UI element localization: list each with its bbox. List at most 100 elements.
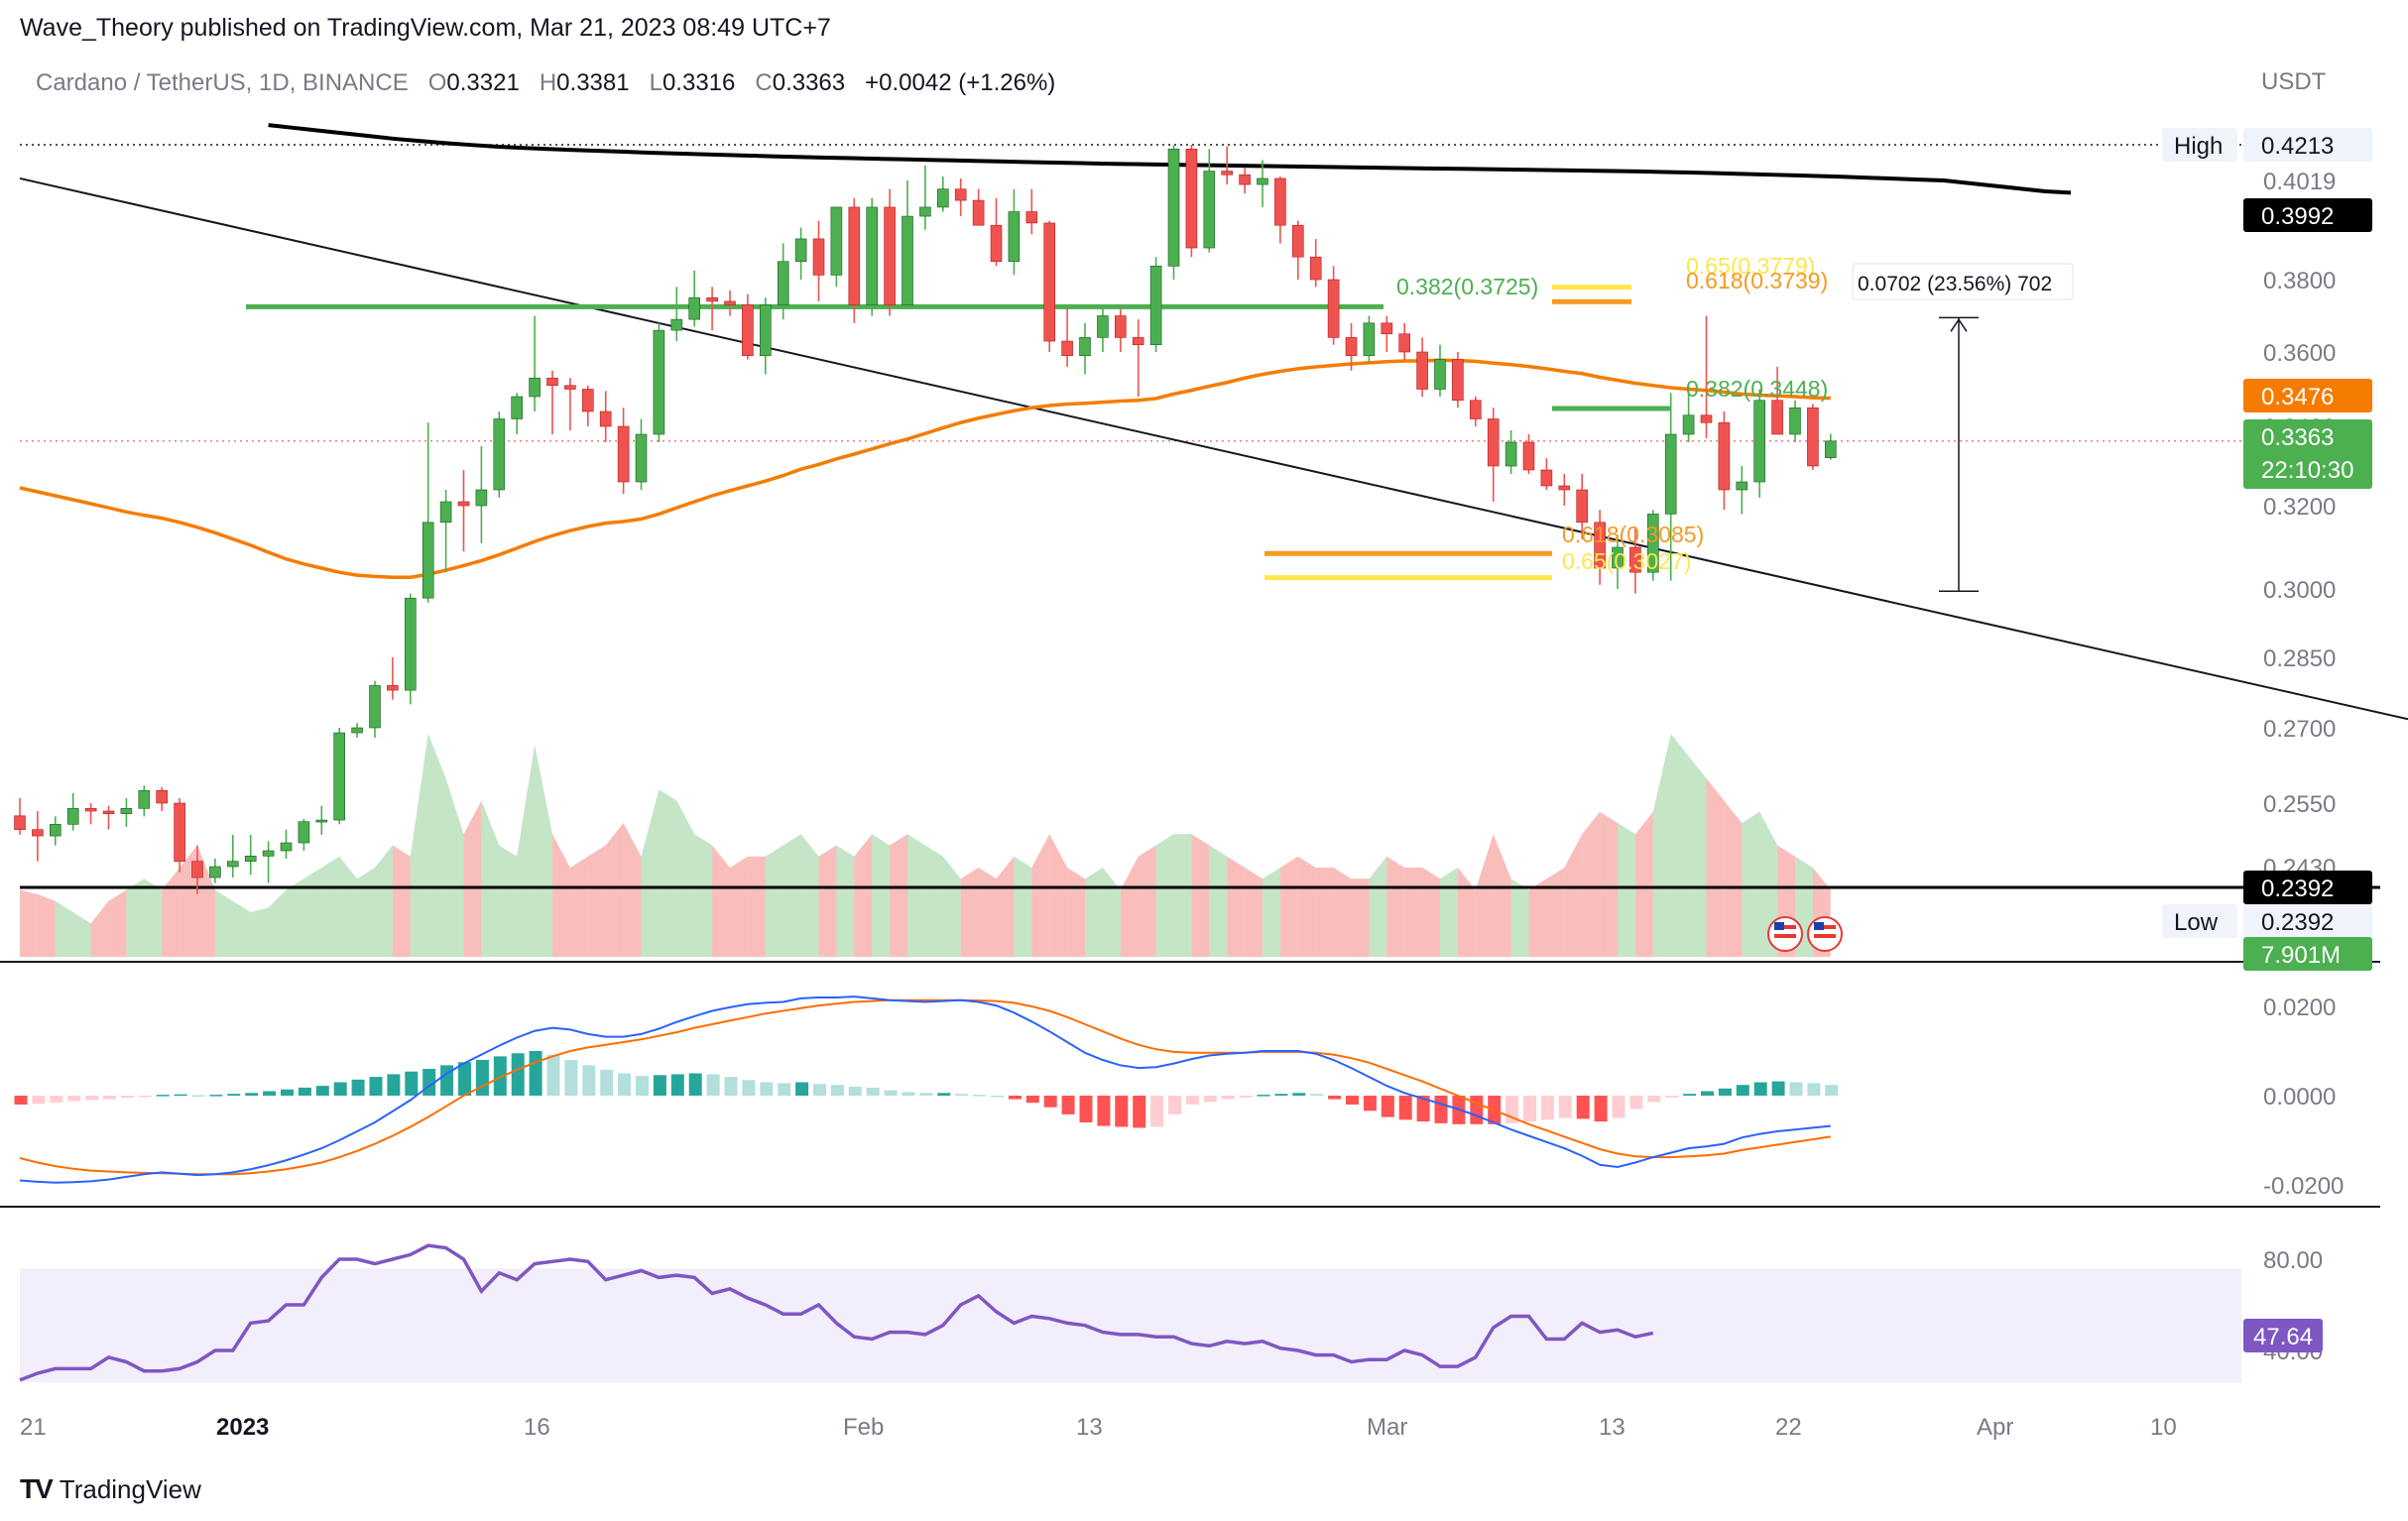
volume-area <box>357 868 375 957</box>
price-axis-tick: 0.3600 <box>2263 340 2336 367</box>
candle-body <box>1079 337 1091 357</box>
open-value: 0.3321 <box>446 69 520 96</box>
volume-area <box>375 845 393 957</box>
candle-body <box>866 206 879 305</box>
macd-histogram-bar <box>1540 1096 1554 1120</box>
macd-axis-tick: 0.0000 <box>2263 1084 2336 1111</box>
volume-area <box>1067 868 1085 957</box>
candle-body <box>84 808 97 812</box>
macd-histogram-bar <box>1701 1091 1714 1096</box>
candle-body <box>387 685 399 691</box>
macd-histogram-bar <box>884 1090 898 1096</box>
volume-area <box>641 789 660 957</box>
close-label: C <box>755 69 773 96</box>
volume-area <box>1634 811 1653 957</box>
volume-area <box>1528 878 1547 957</box>
candle-body <box>244 856 257 862</box>
candle-body <box>156 790 168 804</box>
volume-area <box>250 907 269 957</box>
macd-histogram-bar <box>1097 1096 1111 1126</box>
volume-area <box>1315 868 1334 957</box>
volume-area <box>1475 834 1494 957</box>
candle-body <box>1771 400 1783 435</box>
candle-body <box>1576 489 1588 524</box>
volume-area <box>800 834 819 957</box>
volume-area <box>321 856 340 957</box>
price-axis-tick: 0.3000 <box>2263 577 2336 604</box>
macd-histogram-bar <box>1292 1093 1306 1096</box>
candle-body <box>511 396 524 419</box>
volume-area <box>960 868 979 957</box>
volume-badge <box>2243 937 2372 971</box>
volume-area <box>232 900 251 957</box>
price-axis-tick: 0.3800 <box>2263 268 2336 294</box>
volume-area <box>1386 856 1405 957</box>
volume-area <box>108 889 127 957</box>
macd-histogram-bar <box>333 1082 347 1096</box>
macd-histogram-bar <box>1346 1096 1359 1105</box>
candle-body <box>1398 333 1410 353</box>
candle-body <box>174 802 185 862</box>
volume-area <box>392 845 411 957</box>
price-axis-tick: 0.2550 <box>2263 791 2336 818</box>
us-flag-stripe <box>1774 925 1796 929</box>
rsi-band <box>20 1268 2241 1383</box>
candle-body <box>1132 337 1144 345</box>
candle-body <box>280 842 293 852</box>
macd-histogram-bar <box>848 1087 862 1096</box>
candle-body <box>1487 418 1500 467</box>
macd-histogram-bar <box>281 1089 294 1096</box>
candle-body <box>191 861 203 878</box>
candle-body <box>1008 211 1021 263</box>
volume-area <box>303 868 322 957</box>
candle-body <box>1807 407 1819 467</box>
volume-area <box>1422 868 1440 957</box>
volume-area <box>1582 811 1601 957</box>
macd-histogram-bar <box>582 1065 596 1096</box>
macd-histogram-bar <box>120 1096 134 1099</box>
candle-body <box>1825 440 1837 458</box>
time-axis-tick: 13 <box>1076 1414 1103 1441</box>
volume-area <box>1173 834 1192 957</box>
macd-line <box>19 995 1831 1184</box>
macd-histogram-bar <box>1115 1096 1129 1127</box>
volume-area <box>1688 756 1707 957</box>
candle-body <box>919 206 931 217</box>
macd-histogram-bar <box>138 1096 152 1098</box>
candle-body <box>1558 485 1571 491</box>
macd-histogram-bar <box>795 1082 809 1096</box>
candle-body <box>599 410 612 427</box>
us-flag-canton <box>1814 922 1824 930</box>
time-axis-tick: Apr <box>1977 1414 2013 1441</box>
macd-histogram-bar <box>263 1091 277 1096</box>
publisher-line: Wave_Theory published on TradingView.com… <box>20 14 831 42</box>
high-label: H <box>539 69 557 96</box>
candle-body <box>1540 469 1553 487</box>
macd-histogram-bar <box>1203 1096 1217 1103</box>
macd-histogram-bar <box>85 1096 99 1101</box>
volume-area <box>55 900 73 957</box>
macd-histogram-bar <box>618 1073 632 1096</box>
tradingview-brand[interactable]: TV TradingView <box>20 1473 201 1505</box>
volume-area <box>1600 811 1618 957</box>
macd-histogram-bar <box>636 1076 649 1096</box>
candle-body <box>706 296 718 302</box>
macd-histogram-bar <box>32 1096 46 1105</box>
candle-body <box>1647 514 1659 573</box>
trendline <box>19 176 2408 721</box>
high-badge <box>2243 128 2372 162</box>
candle-body <box>617 425 630 483</box>
symbol-title[interactable]: Cardano / TetherUS, 1D, BINANCE <box>36 69 409 96</box>
volume-area <box>712 845 730 957</box>
volume-area <box>1369 856 1387 957</box>
candle-body <box>1221 171 1233 176</box>
macd-histogram-bar <box>1363 1096 1377 1112</box>
macd-histogram-bar <box>191 1095 205 1098</box>
measure-label: 0.0702 (23.56%) 702 <box>1858 273 2052 295</box>
volume-area <box>818 845 837 957</box>
candle-body <box>1664 433 1677 515</box>
candle-body <box>848 206 861 305</box>
candle-body <box>102 810 115 814</box>
candle-body <box>1274 177 1286 226</box>
